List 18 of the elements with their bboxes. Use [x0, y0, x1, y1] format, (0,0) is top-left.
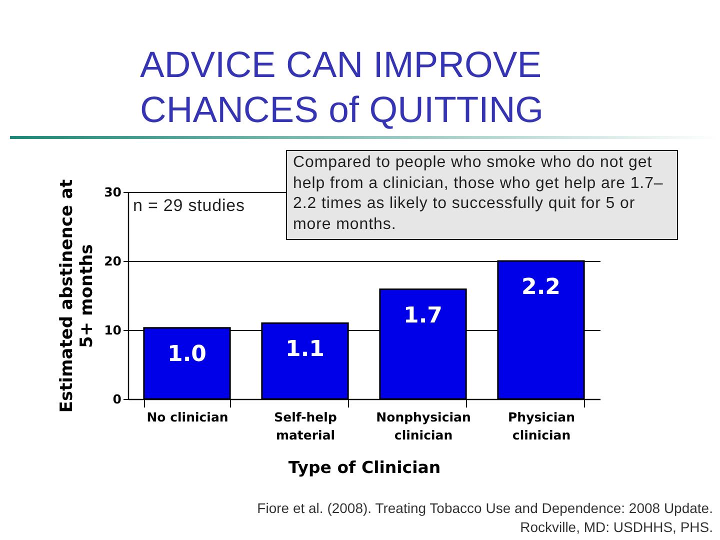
- y-axis-title: Estimated abstinence at 5+ months: [57, 179, 98, 413]
- y-tick-label: 20: [104, 254, 122, 268]
- y-tick-label: 0: [112, 392, 122, 406]
- x-tick-label: Nonphysician clinician: [376, 410, 471, 442]
- annotation: n = 29 studies: [133, 196, 245, 216]
- y-tick-label: 10: [104, 322, 122, 338]
- text-box: Compared to people who smoke who do not get help from a clinician, those who get help are 1.7–2.2 times as likely to successfully quit for 5 or more months.: [286, 150, 678, 240]
- annotation: 1.7: [404, 303, 442, 328]
- annotation: 1.0: [168, 342, 206, 367]
- text: Fiore et al. (2008). Treating Tobacco Use and Dependence: 2008 Update. Rockville, MD: USDHHS, PHS.: [256, 499, 713, 537]
- annotation: 2.2: [522, 275, 560, 300]
- x-tick-label: No clinician: [146, 410, 228, 424]
- x-tick-label: Self-help material: [274, 410, 337, 442]
- chart-title: ADVICE CAN IMPROVE CHANCES of QUITTING: [140, 43, 545, 132]
- x-tick-label: Physician clinician: [508, 410, 575, 442]
- annotation: 1.1: [286, 337, 324, 362]
- x-axis-title: Type of Clinician: [288, 458, 441, 477]
- y-tick-label: 30: [104, 184, 122, 200]
